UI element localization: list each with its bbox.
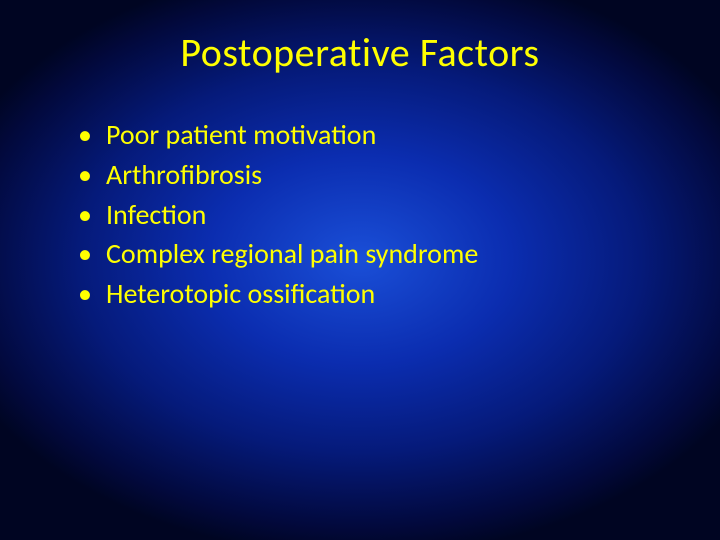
slide-title: Postoperative Factors [60, 28, 660, 77]
bullet-list: Poor patient motivation Arthrofibrosis I… [60, 115, 660, 314]
slide: Postoperative Factors Poor patient motiv… [0, 0, 720, 540]
list-item: Arthrofibrosis [78, 155, 660, 195]
list-item: Heterotopic ossification [78, 274, 660, 314]
list-item: Poor patient motivation [78, 115, 660, 155]
list-item: Complex regional pain syndrome [78, 234, 660, 274]
list-item: Infection [78, 195, 660, 235]
